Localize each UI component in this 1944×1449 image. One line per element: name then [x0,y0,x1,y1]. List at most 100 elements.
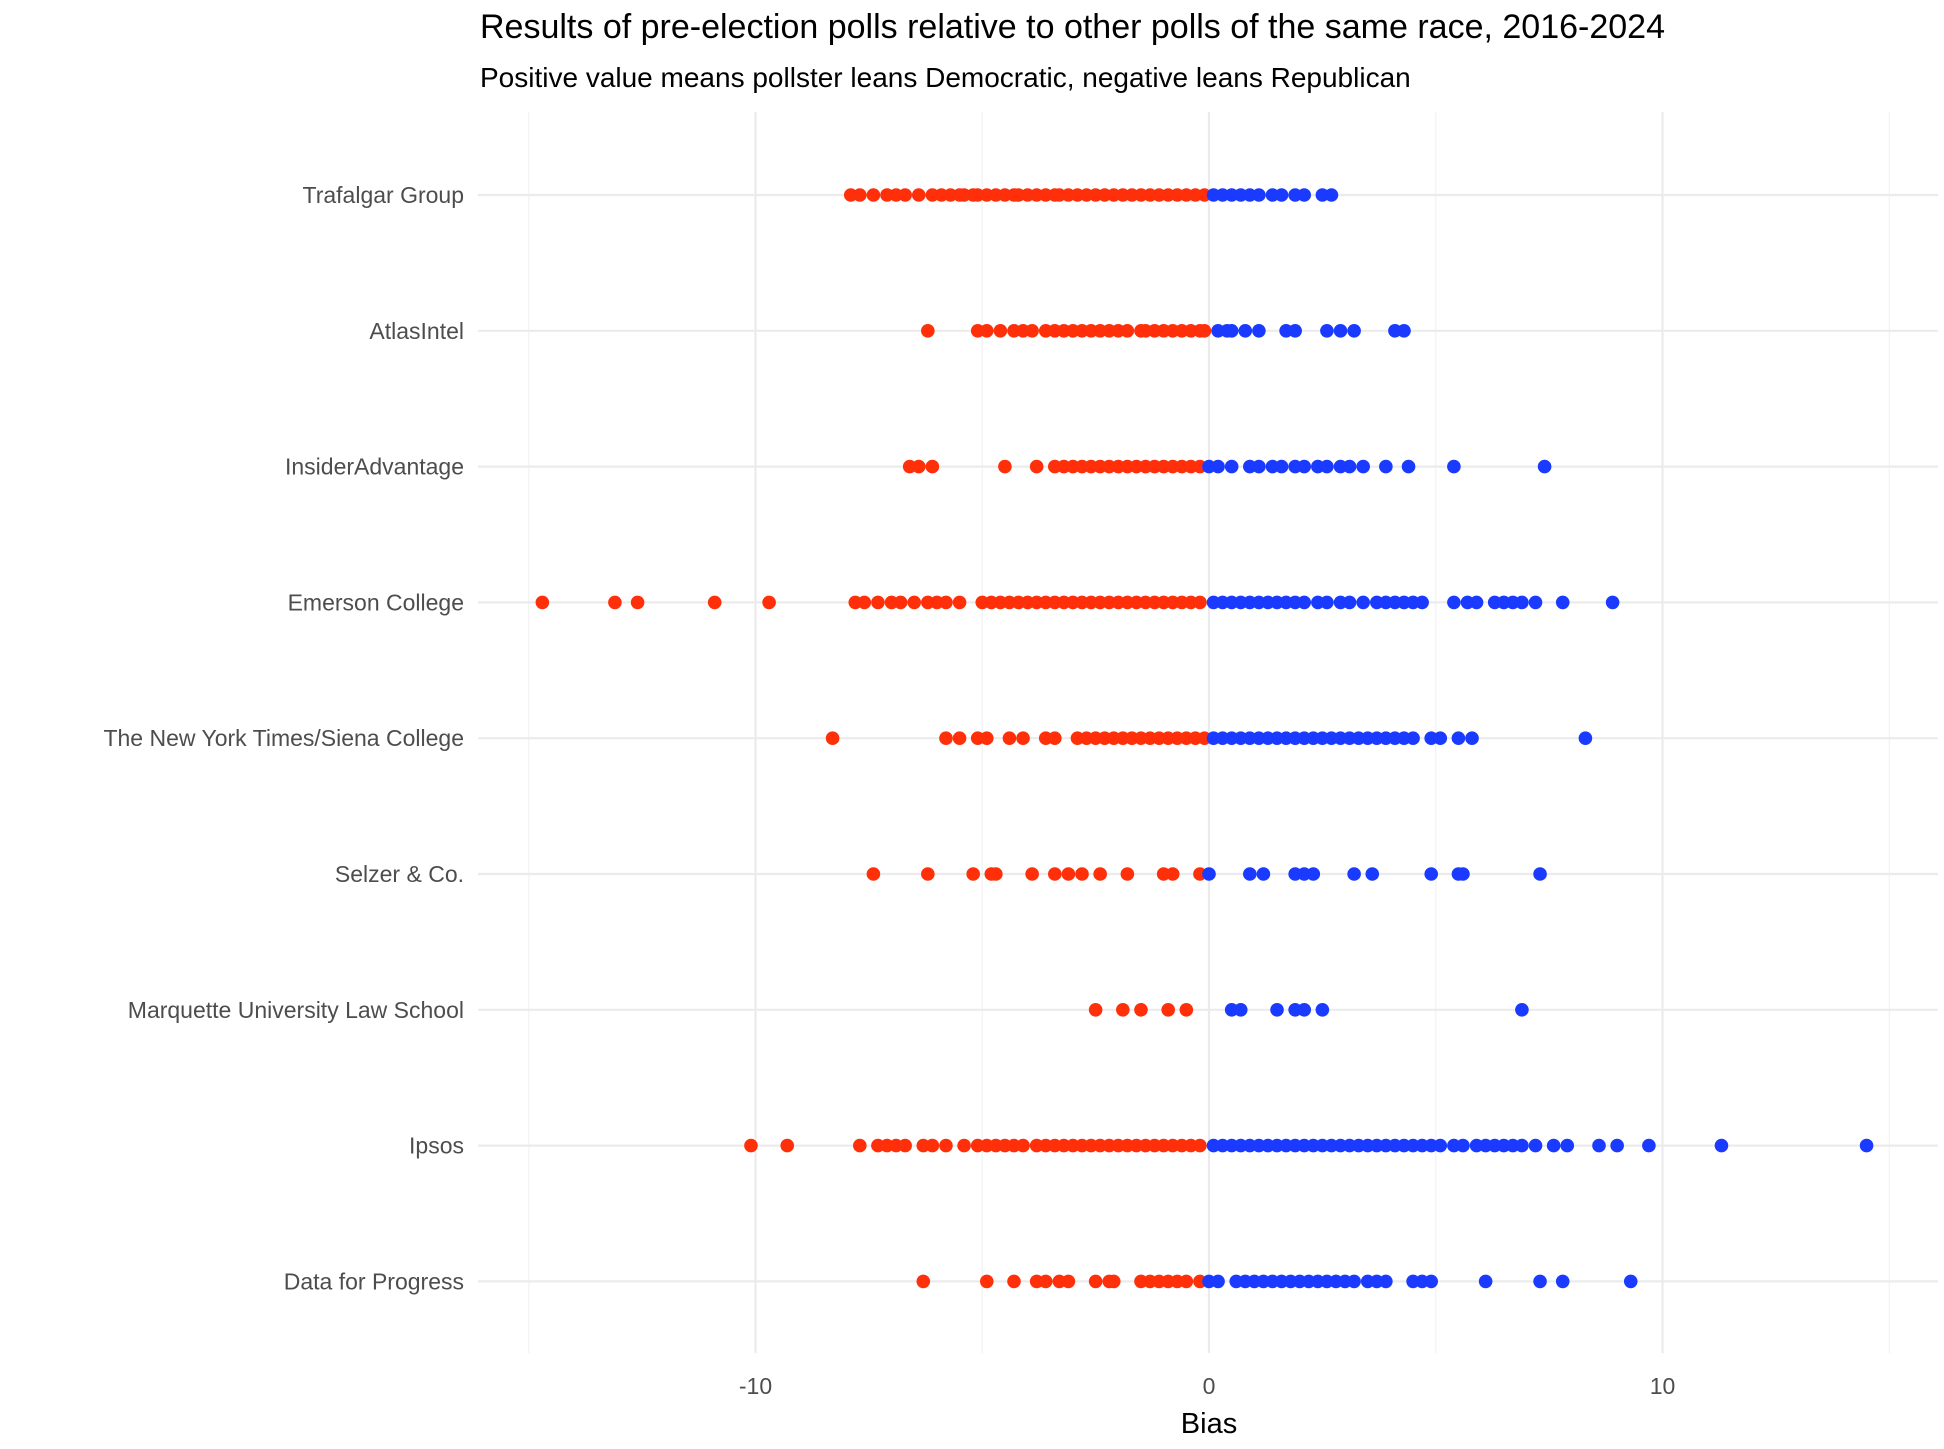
data-point [916,1274,931,1289]
data-point [939,731,953,745]
data-point [1252,188,1266,202]
data-point [989,867,1003,881]
y-tick-label: Emerson College [288,589,464,615]
data-point [1379,1274,1393,1289]
data-point [1555,595,1570,610]
x-tick-label: -10 [739,1373,772,1399]
data-point [1179,1274,1194,1289]
data-point [1401,459,1416,474]
data-point [1106,1274,1121,1289]
data-point [1224,324,1239,338]
data-point [939,1138,953,1153]
data-point [1415,595,1429,610]
data-point [1274,188,1289,202]
data-point [1451,731,1466,745]
x-tick-label: 10 [1650,1373,1676,1399]
y-tick-label: Selzer & Co. [335,861,464,887]
data-point [921,324,935,338]
data-point [1120,867,1135,881]
data-point [1274,459,1289,474]
data-point [979,731,994,745]
data-point [979,1274,994,1289]
data-point [1515,1138,1529,1153]
data-point [1088,1274,1103,1289]
data-point [1088,1003,1103,1017]
data-point [866,867,881,881]
data-point [1193,595,1207,610]
data-point [1252,459,1266,474]
x-tick-label: 0 [1203,1373,1216,1399]
data-point [898,1138,912,1153]
y-tick-label: Data for Progress [284,1268,464,1294]
data-point [1347,324,1361,338]
data-point [1456,1138,1470,1153]
y-tick-label: InsiderAdvantage [285,454,464,480]
y-tick-label: AtlasIntel [369,318,464,344]
data-point [1197,324,1212,338]
data-point [1029,459,1044,474]
data-point [911,188,926,202]
data-point [993,324,1008,338]
data-point [853,188,867,202]
data-point [939,595,953,610]
data-point [1048,731,1062,745]
data-point [1016,1138,1030,1153]
data-point [1433,1138,1448,1153]
data-point [1306,867,1321,881]
data-point [1048,867,1062,881]
data-point [1297,188,1312,202]
data-point [1061,1274,1076,1289]
data-point [1447,595,1461,610]
data-point [1447,459,1461,474]
data-point [1533,867,1547,881]
data-point [707,595,722,610]
data-point [1016,731,1030,745]
data-point [1320,595,1334,610]
data-point [1093,867,1107,881]
data-point [1397,324,1411,338]
data-point [825,731,840,745]
data-point [1533,1274,1547,1289]
data-point [1859,1138,1874,1153]
data-point [1528,595,1543,610]
data-point [1315,1003,1330,1017]
data-point [1465,731,1479,745]
data-points [535,188,1874,1289]
data-point [1424,867,1439,881]
data-point [1134,1003,1148,1017]
data-point [1179,1003,1194,1017]
data-point [1560,1138,1575,1153]
data-point [1297,459,1312,474]
data-point [1297,595,1312,610]
data-point [1116,1003,1130,1017]
data-point [998,459,1012,474]
data-point [1288,324,1302,338]
data-point [1365,867,1380,881]
data-point [1537,459,1552,474]
data-point [1642,1138,1656,1153]
data-point [1592,1138,1606,1153]
y-tick-label: Marquette University Law School [128,997,464,1023]
data-point [1433,731,1448,745]
data-point [1546,1138,1561,1153]
data-point [1555,1274,1570,1289]
data-point [1333,324,1348,338]
chart-subtitle: Positive value means pollster leans Demo… [480,62,1411,93]
data-point [1406,731,1420,745]
data-point [535,595,550,610]
y-axis-labels: Trafalgar Group AtlasIntel InsiderAdvantag… [103,182,464,1294]
data-point [780,1138,795,1153]
data-point [1120,324,1135,338]
data-point [1515,595,1529,610]
data-point [1528,1138,1543,1153]
data-point [1320,459,1334,474]
data-point [762,595,776,610]
data-point [630,595,645,610]
data-point [925,459,940,474]
data-point [966,867,980,881]
data-point [907,595,922,610]
data-point [1456,867,1470,881]
data-point [952,731,967,745]
chart-title: Results of pre-election polls relative t… [480,8,1665,46]
data-point [1007,1274,1021,1289]
